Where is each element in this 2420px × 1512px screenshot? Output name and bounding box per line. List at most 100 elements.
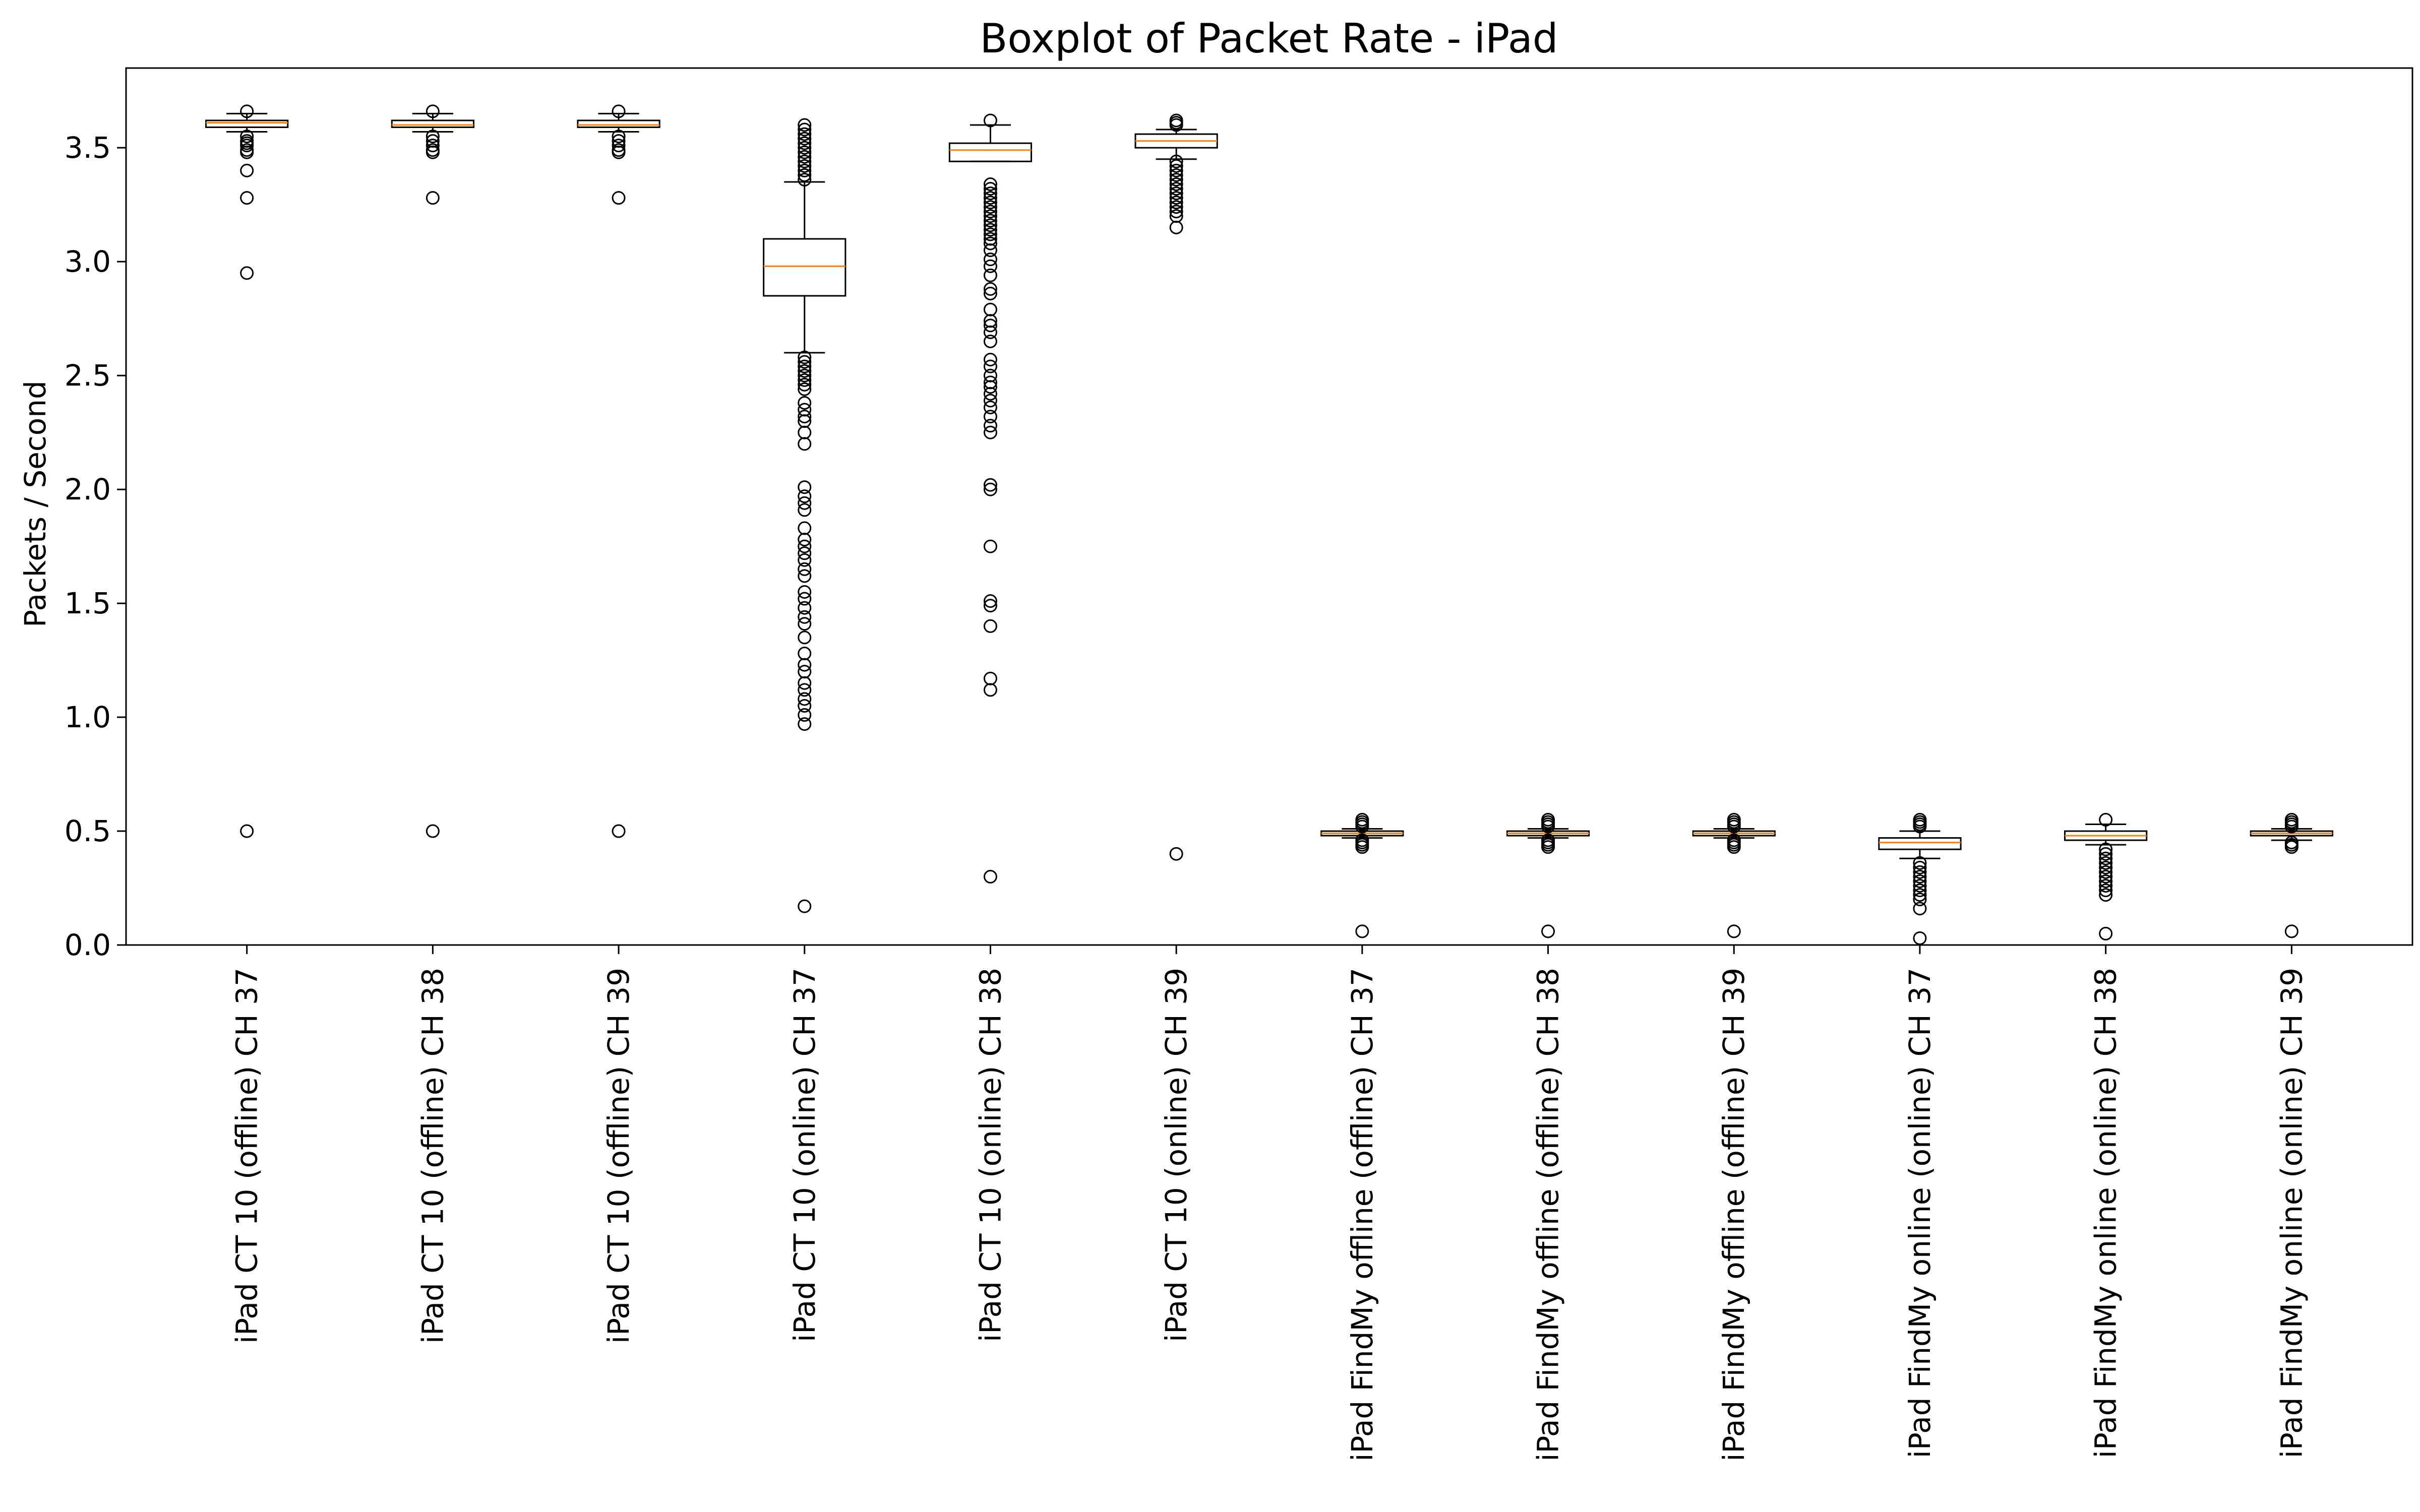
plot-area: 0.0 0.5 1.0 1.5 2.0 2.5 3.0 3.5 iPad CT 10 (offl… (65, 104, 2333, 1462)
outlier-point (983, 334, 997, 348)
outlier-point (798, 163, 812, 177)
outlier-point (798, 708, 812, 722)
outlier-point (1169, 168, 1183, 182)
outlier-point (1169, 163, 1183, 177)
outlier-point (1355, 820, 1369, 834)
outlier-point (798, 699, 812, 713)
outlier-point (426, 139, 440, 153)
plot-frame (125, 67, 2413, 946)
outlier-point (983, 302, 997, 317)
outlier-point (1355, 840, 1369, 854)
outlier-point (2284, 840, 2298, 854)
outlier-point (798, 136, 812, 150)
outlier-point (798, 676, 812, 690)
outlier-point (1169, 159, 1183, 173)
outlier-point (1913, 865, 1927, 879)
outlier-point (612, 191, 626, 205)
outlier-point (798, 364, 812, 378)
outlier-point (1727, 924, 1741, 938)
outlier-point (2099, 878, 2113, 893)
outlier-point (1541, 924, 1555, 938)
outlier-point (983, 425, 997, 439)
outlier-point (2099, 851, 2113, 865)
outlier-point (240, 191, 254, 205)
outlier-point (1913, 931, 1927, 945)
outlier-point (2099, 884, 2113, 898)
outlier-point (240, 139, 254, 153)
outlier-point (426, 191, 440, 205)
outlier-point (983, 419, 997, 433)
x-tick-label: iPad CT 10 (offline) CH 37 (230, 968, 264, 1344)
iqr-box (763, 238, 846, 297)
outlier-point (983, 177, 997, 191)
outlier-point (983, 209, 997, 223)
outlier-point (798, 355, 812, 369)
outlier-point (798, 480, 812, 494)
outlier-point (983, 223, 997, 237)
y-tick-label: 2.0 (65, 472, 111, 507)
outlier-point (798, 409, 812, 423)
outlier-point (983, 214, 997, 228)
outlier-point (798, 382, 812, 396)
outlier-point (1913, 893, 1927, 907)
outlier-point (798, 647, 812, 661)
outlier-point (983, 186, 997, 201)
outlier-point (983, 286, 997, 300)
y-axis-label: Packets / Second (18, 381, 52, 627)
outlier-point (1169, 200, 1183, 214)
outlier-point (612, 139, 626, 153)
outlier-point (798, 425, 812, 439)
outlier-point (798, 437, 812, 451)
x-tick-label: iPad FindMy offline (offline) CH 39 (1717, 968, 1751, 1462)
outlier-point (798, 601, 812, 615)
outlier-point (983, 282, 997, 296)
outlier-point (1169, 191, 1183, 205)
outlier-point (798, 521, 812, 535)
outlier-point (798, 610, 812, 624)
outlier-point (798, 717, 812, 731)
outlier-point (426, 824, 440, 838)
outlier-point (983, 182, 997, 196)
outlier-point (983, 191, 997, 205)
outlier-point (798, 127, 812, 141)
outlier-point (798, 373, 812, 387)
outlier-point (983, 205, 997, 219)
outlier-point (983, 869, 997, 884)
outlier-point (612, 130, 626, 144)
outlier-point (2099, 860, 2113, 874)
outlier-point (1727, 820, 1741, 834)
iqr-box (1878, 837, 1962, 850)
y-tick-label: 0.0 (65, 928, 111, 962)
outlier-point (798, 585, 812, 599)
x-tick-label: iPad FindMy online (online) CH 39 (2274, 968, 2309, 1458)
outlier-point (983, 599, 997, 613)
outlier-point (798, 553, 812, 567)
outlier-point (798, 150, 812, 164)
outlier-point (798, 503, 812, 517)
outlier-point (983, 236, 997, 250)
outlier-point (1727, 840, 1741, 854)
outlier-point (1913, 884, 1927, 898)
outlier-point (983, 253, 997, 267)
outlier-point (798, 154, 812, 168)
outlier-point (798, 683, 812, 697)
outlier-point (798, 631, 812, 645)
outlier-point (1913, 874, 1927, 888)
outlier-point (612, 104, 626, 118)
outlier-point (2099, 865, 2113, 879)
outlier-point (983, 200, 997, 214)
outlier-point (983, 259, 997, 273)
outlier-point (983, 196, 997, 210)
outlier-point (1169, 205, 1183, 219)
outlier-point (798, 569, 812, 583)
outlier-point (798, 377, 812, 392)
outlier-point (983, 539, 997, 553)
outlier-point (2099, 874, 2113, 888)
outlier-point (798, 533, 812, 547)
outlier-point (1169, 182, 1183, 196)
outlier-point (798, 403, 812, 417)
outlier-point (983, 352, 997, 366)
outlier-point (798, 168, 812, 182)
outlier-point (612, 145, 626, 159)
outlier-point (240, 163, 254, 177)
